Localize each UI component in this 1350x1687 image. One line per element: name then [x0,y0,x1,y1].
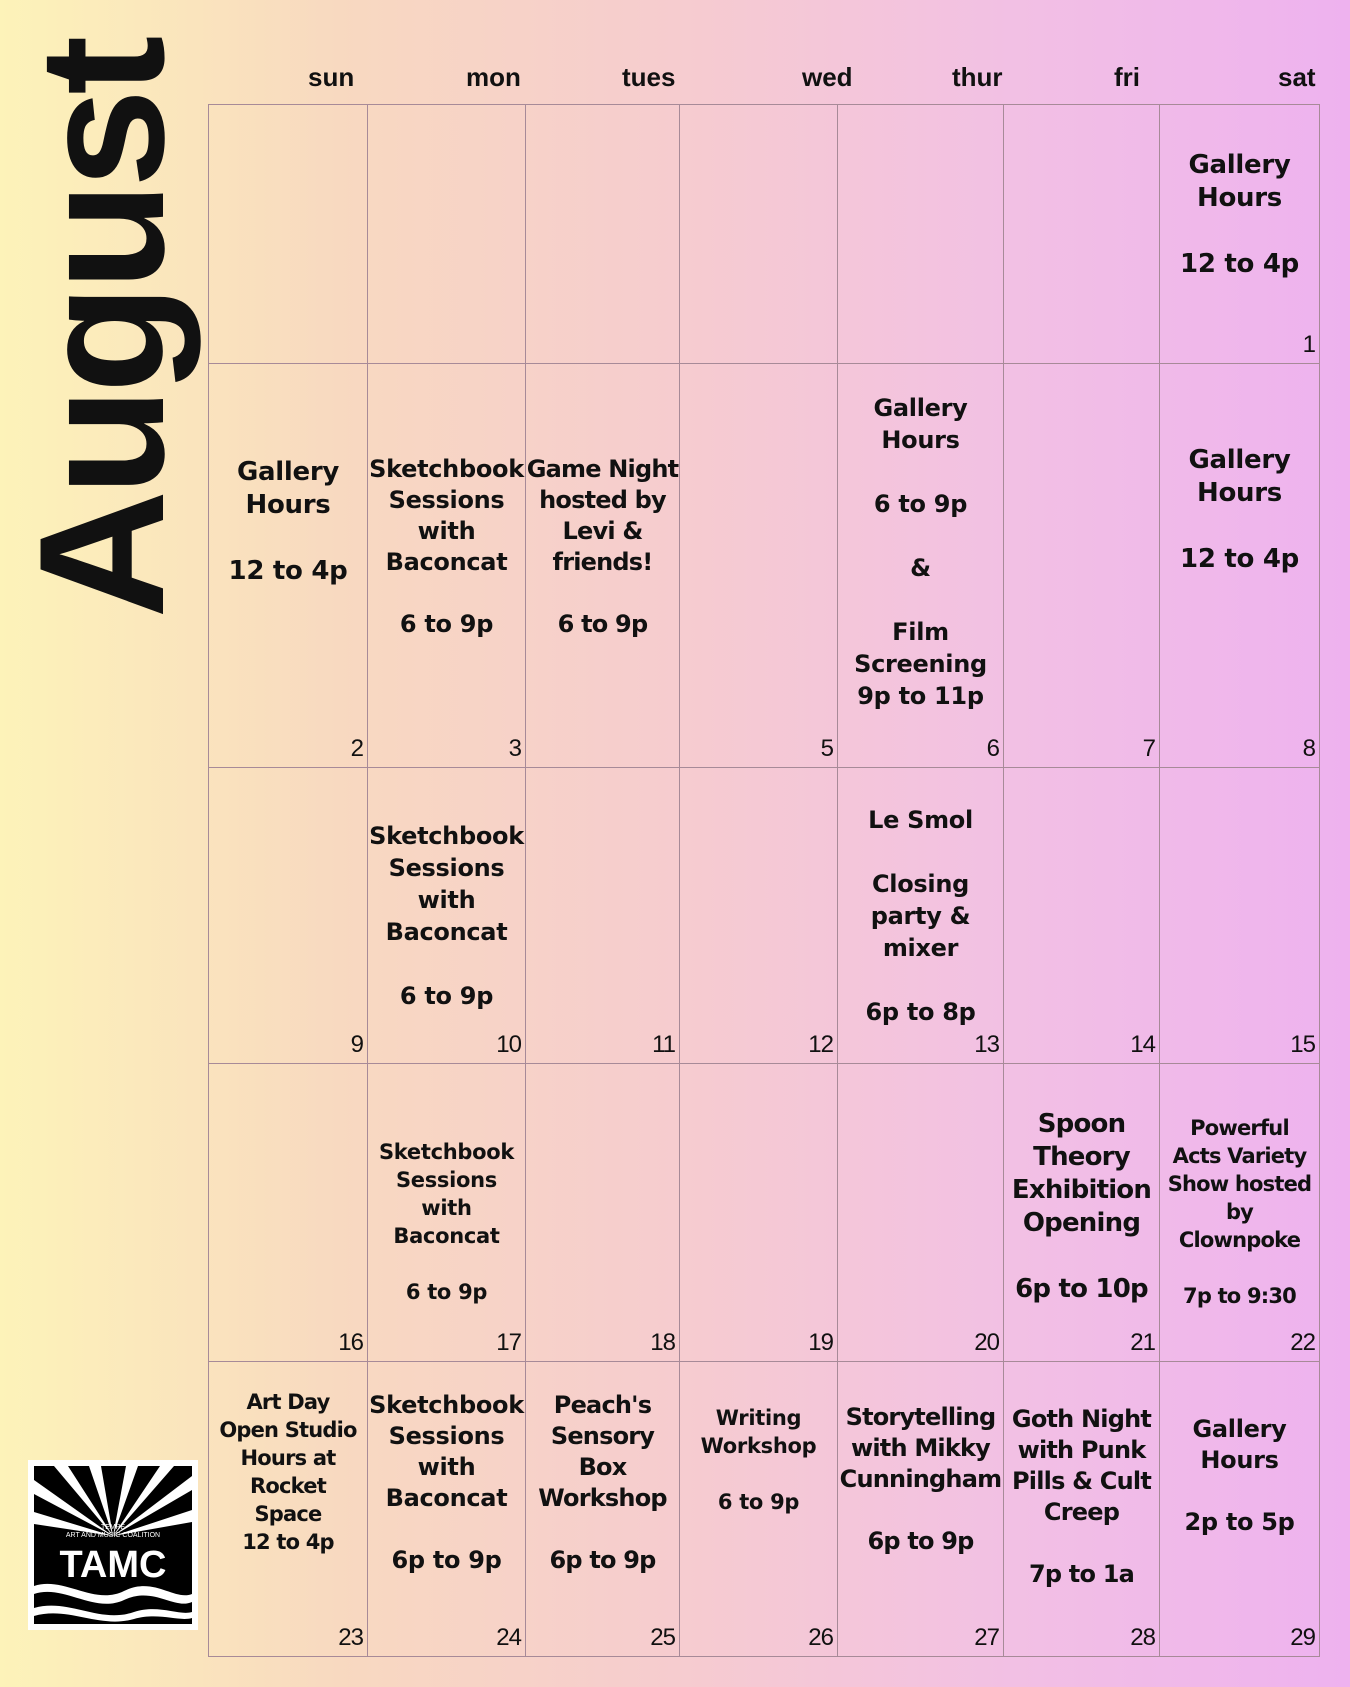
day-number: 29 [1290,1624,1316,1651]
calendar-day-cell: 5 [680,364,838,768]
calendar-day-cell: Sketchbook Sessions with Baconcat 6 to 9… [368,768,526,1064]
day-number: 19 [808,1329,834,1356]
day-number: 12 [808,1031,834,1058]
calendar-day-cell: 18 [526,1064,680,1362]
day-number: 16 [338,1329,364,1356]
calendar-day-cell: 15 [1160,768,1319,1064]
calendar-day-cell: 16 [209,1064,368,1362]
weekday-mon: mon [466,62,521,92]
day-number: 20 [974,1329,1000,1356]
day-number: 24 [496,1624,522,1651]
event-text: Gallery Hours 12 to 4p [228,457,348,586]
tamc-logo: TEMPE ART AND MUSIC COALITION TAMC [28,1460,198,1630]
calendar-day-cell: 9 [209,768,368,1064]
weekday-fri: fri [1114,62,1140,92]
calendar-day-cell: Game Night hosted by Levi & friends! 6 t… [526,364,680,768]
day-number: 21 [1130,1329,1156,1356]
calendar-day-cell: Art Day Open Studio Hours at Rocket Spac… [209,1362,368,1656]
day-number: 11 [652,1031,676,1058]
event-text: Sketchbook Sessions with Baconcat 6 to 9… [378,1140,515,1304]
calendar-day-cell: Sketchbook Sessions with Baconcat 6 to 9… [368,1064,526,1362]
calendar-day-cell: Gallery Hours 2p to 5p 29 [1160,1362,1319,1656]
calendar-day-cell: 19 [680,1064,838,1362]
day-number: 25 [650,1624,676,1651]
month-title: August [2,40,201,618]
calendar-day-cell: Gallery Hours 12 to 4p 8 [1160,364,1319,768]
day-number: 22 [1290,1329,1316,1356]
calendar-day-cell: 11 [526,768,680,1064]
month-label: August [2,41,201,619]
calendar-day-cell: Gallery Hours 12 to 4p 2 [209,364,368,768]
event-text: Game Night hosted by Levi & friends! 6 t… [526,455,679,638]
calendar-day-cell: Le Smol Closing party & mixer 6p to 8p 1… [838,768,1004,1064]
event-text: Sketchbook Sessions with Baconcat 6 to 9… [369,822,524,1010]
day-number: 27 [974,1624,1000,1651]
event-text: Powerful Acts Variety Show hosted by Clo… [1167,1116,1312,1308]
day-number: 7 [1142,735,1156,762]
calendar-day-cell [838,105,1004,364]
event-text: Goth Night with Punk Pills & Cult Creep … [1011,1405,1152,1588]
calendar-day-cell: 20 [838,1064,1004,1362]
calendar-day-cell: 14 [1004,768,1160,1064]
calendar-day-cell: Writing Workshop 6 to 9p 26 [680,1362,838,1656]
day-number: 5 [820,735,834,762]
day-number: 17 [496,1329,522,1356]
calendar-day-cell: Peach's Sensory Box Workshop 6p to 9p 25 [526,1362,680,1656]
weekday-sat: sat [1278,62,1316,92]
event-text: Spoon Theory Exhibition Opening 6p to 10… [1011,1109,1152,1304]
day-number: 2 [350,735,364,762]
event-text: Gallery Hours 12 to 4p [1180,445,1299,574]
calendar-day-cell: Powerful Acts Variety Show hosted by Clo… [1160,1064,1319,1362]
calendar-day-cell [368,105,526,364]
day-number: 10 [496,1031,522,1058]
day-number: 26 [808,1624,834,1651]
calendar-day-cell: 12 [680,768,838,1064]
event-text: Le Smol Closing party & mixer 6p to 8p [865,806,976,1026]
day-number: 8 [1302,735,1316,762]
day-number: 14 [1130,1031,1156,1058]
calendar-day-cell [680,105,838,364]
sunburst-icon [34,1466,192,1622]
event-text: Sketchbook Sessions with Baconcat 6 to 9… [369,455,524,638]
calendar-day-cell [526,105,680,364]
calendar-day-cell: Storytelling with Mikky Cunningham 6p to… [838,1362,1004,1656]
calendar-grid: Gallery Hours 12 to 4p 1 Gallery Hours 1… [208,104,1320,1657]
weekday-tues: tues [622,62,676,92]
event-text: Writing Workshop 6 to 9p [700,1406,817,1514]
logo-wordmark: TAMC [59,1544,167,1586]
day-number: 6 [986,735,1000,762]
calendar-day-cell [209,105,368,364]
event-text: Peach's Sensory Box Workshop 6p to 9p [538,1391,667,1574]
weekday-thur: thur [952,62,1003,92]
calendar-day-cell: Sketchbook Sessions with Baconcat 6 to 9… [368,364,526,768]
event-text: Gallery Hours 12 to 4p [1180,150,1299,279]
day-number: 15 [1290,1031,1316,1058]
calendar-day-cell: Sketchbook Sessions with Baconcat 6p to … [368,1362,526,1656]
day-number: 13 [974,1031,1000,1058]
calendar-day-cell: Goth Night with Punk Pills & Cult Creep … [1004,1362,1160,1656]
day-number: 3 [508,735,522,762]
calendar-day-cell: Gallery Hours 6 to 9p & Film Screening 9… [838,364,1004,768]
calendar-day-cell [1004,105,1160,364]
logo-subtitle: TEMPE ART AND MUSIC COALITION [65,1524,161,1539]
weekday-wed: wed [802,62,853,92]
day-number: 9 [350,1031,364,1058]
event-text: Gallery Hours 6 to 9p & Film Screening 9… [854,394,987,710]
day-number: 18 [650,1329,676,1356]
calendar-day-cell: Spoon Theory Exhibition Opening 6p to 10… [1004,1064,1160,1362]
day-number: 23 [338,1624,364,1651]
event-text: Sketchbook Sessions with Baconcat 6p to … [369,1391,524,1574]
event-text: Art Day Open Studio Hours at Rocket Spac… [219,1390,357,1554]
day-number: 1 [1302,331,1316,358]
calendar-day-cell: 7 [1004,364,1160,768]
day-number: 28 [1130,1624,1156,1651]
calendar-day-cell: Gallery Hours 12 to 4p 1 [1160,105,1319,364]
weekday-sun: sun [308,62,355,92]
event-text: Gallery Hours 2p to 5p [1184,1415,1295,1536]
event-text: Storytelling with Mikky Cunningham 6p to… [839,1403,1002,1555]
